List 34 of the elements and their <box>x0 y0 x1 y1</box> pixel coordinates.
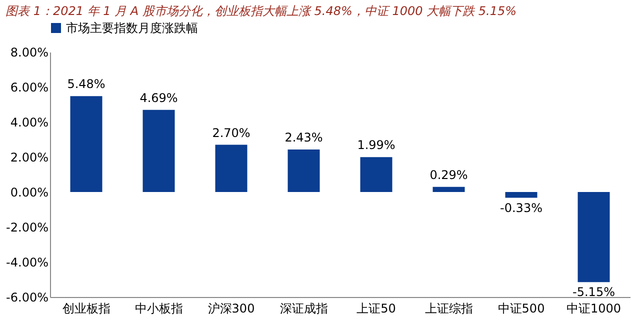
x-tick-label: 中小板指 <box>134 302 183 316</box>
data-label: 4.69% <box>140 90 178 105</box>
bar <box>142 110 175 192</box>
data-label: -5.15% <box>572 285 615 300</box>
data-label: 5.48% <box>67 77 106 92</box>
x-tick-label: 创业板指 <box>62 302 110 316</box>
x-tick-label: 上证50 <box>356 302 396 316</box>
y-tick-label: -6.00% <box>6 290 48 304</box>
y-tick-label: -2.00% <box>6 220 48 234</box>
y-tick-label: 8.00% <box>10 46 48 60</box>
x-tick-label: 中证500 <box>498 302 545 316</box>
bar <box>288 149 320 192</box>
bar <box>432 186 465 192</box>
bar <box>70 96 102 192</box>
data-label: -0.33% <box>500 200 542 215</box>
legend-label: 市场主要指数月度涨跌幅 <box>66 21 198 35</box>
x-tick-label: 上证综指 <box>424 302 473 316</box>
x-tick-label: 沪深300 <box>208 302 255 316</box>
x-tick-label: 深证成指 <box>280 302 328 316</box>
data-label: 1.99% <box>357 138 396 152</box>
bar <box>215 144 248 192</box>
bar <box>578 192 610 282</box>
data-label: 2.70% <box>212 126 250 140</box>
data-label: 2.43% <box>284 130 323 144</box>
y-tick-label: 6.00% <box>10 80 48 94</box>
chart-title: 图表 1：2021 年 1 月 A 股市场分化，创业板指大幅上涨 5.48%，中证 1000 大幅下跌 5.15% <box>6 4 516 18</box>
y-tick-label: 0.00% <box>10 186 48 200</box>
data-label: 0.29% <box>430 168 468 182</box>
bar <box>360 157 392 192</box>
y-tick-label: 2.00% <box>10 150 48 164</box>
x-tick-label: 中证1000 <box>566 302 622 316</box>
bar <box>505 192 538 198</box>
y-tick-label: -4.00% <box>6 256 48 270</box>
y-tick-label: 4.00% <box>10 116 48 130</box>
